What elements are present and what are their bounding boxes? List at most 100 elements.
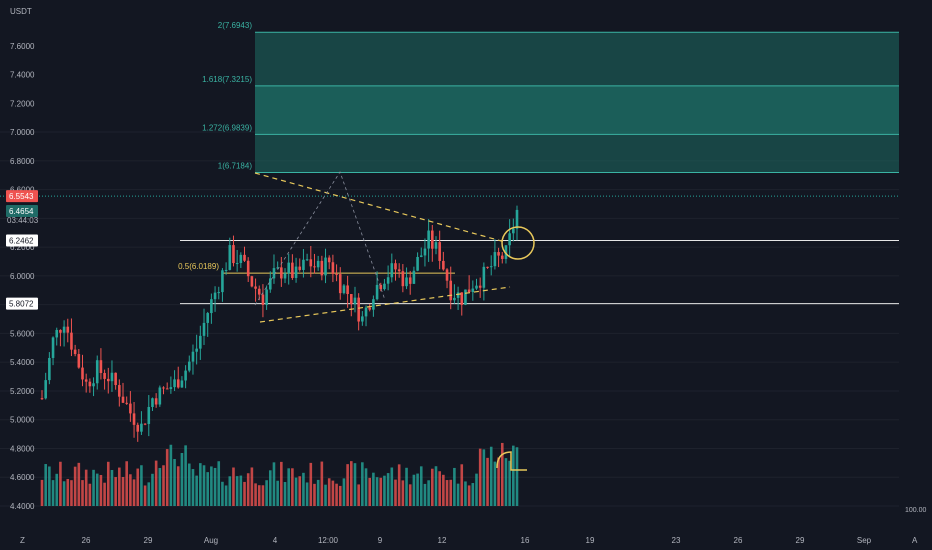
volume-bar <box>143 485 147 506</box>
candle-body <box>114 372 117 386</box>
volume-bar <box>408 484 412 506</box>
candle-body <box>445 269 449 281</box>
volume-bar <box>173 459 176 506</box>
volume-bar <box>353 463 357 506</box>
volume-bar <box>70 480 73 506</box>
volume-bar <box>350 461 353 506</box>
volume-bar <box>48 466 51 506</box>
candle-body <box>221 270 224 293</box>
candle-body <box>512 228 515 234</box>
volume-bar <box>246 473 250 506</box>
volume-bar <box>77 462 81 506</box>
volume-bar <box>294 477 298 506</box>
y-tick-label: 4.6000 <box>10 473 35 482</box>
volume-bar <box>250 467 254 506</box>
volume-bar <box>453 467 456 506</box>
y-tick-label: 6.6000 <box>10 186 35 195</box>
volume-bar <box>515 447 519 506</box>
candle-body <box>313 266 316 268</box>
volume-bar <box>268 470 272 506</box>
volume-bar <box>478 448 482 506</box>
candle-body <box>92 383 95 387</box>
candle-body <box>478 285 482 288</box>
candle-body <box>338 274 342 294</box>
candle-body <box>176 379 180 388</box>
volume-bar <box>136 468 140 506</box>
candle-body <box>427 230 430 249</box>
volume-bar <box>364 468 368 506</box>
candle-body <box>294 266 298 278</box>
candle-body <box>239 254 243 264</box>
volume-bar <box>140 465 143 506</box>
volume-bar <box>232 467 235 506</box>
candle-body <box>408 277 412 284</box>
lower-level-tag: 5.8072 <box>9 300 34 309</box>
fib-level-label: 1.618(7.3215) <box>202 75 252 84</box>
candle-body <box>268 278 272 290</box>
y-tick-label: 6.2000 <box>10 243 35 252</box>
volume-bar <box>132 479 136 506</box>
candle-body <box>180 380 184 388</box>
candle-body <box>401 271 405 287</box>
candle-body <box>390 263 394 278</box>
candle-body <box>497 252 500 256</box>
volume-bar <box>383 475 386 506</box>
candle-body <box>254 286 257 289</box>
volume-bar <box>154 460 158 506</box>
candle-body <box>206 313 209 323</box>
candle-body <box>110 372 114 382</box>
candle-body <box>235 263 239 265</box>
x-tick-label: 26 <box>82 536 91 545</box>
x-tick-label: 26 <box>734 536 743 545</box>
volume-bar <box>386 473 390 506</box>
candle-body <box>257 288 261 295</box>
candle-body <box>280 267 283 279</box>
candle-body <box>224 269 228 271</box>
current-price-tag: 6.5543 <box>9 192 34 201</box>
volume-bar <box>342 478 346 506</box>
upper-level-tag: 6.2462 <box>9 236 34 245</box>
x-tick-label: 12:00 <box>318 536 339 545</box>
candle-body <box>187 361 191 371</box>
candle-body <box>386 277 390 284</box>
candle-body <box>66 326 70 333</box>
volume-bar <box>379 477 383 506</box>
candle-body <box>51 337 55 358</box>
candle-body <box>147 406 151 424</box>
volume-bar <box>309 462 313 506</box>
candle-body <box>261 294 265 305</box>
candle-body <box>246 260 250 277</box>
volume-bar <box>40 479 44 506</box>
candle-body <box>486 266 489 268</box>
upper-level-tag-bg <box>6 234 38 247</box>
volume-bar <box>375 477 379 506</box>
volume-bar <box>338 485 342 506</box>
candle-body <box>456 292 460 298</box>
candle-body <box>158 387 162 405</box>
volume-bar <box>324 484 327 506</box>
candle-body <box>118 385 121 397</box>
candle-body <box>500 255 504 259</box>
candle-body <box>383 283 386 290</box>
volume-bar <box>504 458 508 506</box>
fib-zone <box>255 85 899 135</box>
volume-bar <box>121 477 125 506</box>
fib-zone <box>255 32 899 86</box>
candle-body <box>202 322 206 336</box>
axis-corner-label: Z <box>20 536 25 545</box>
candle-body <box>265 289 268 305</box>
candle-body <box>291 262 294 278</box>
volume-bar <box>512 445 515 506</box>
candle-body <box>103 372 106 379</box>
volume-bar <box>92 469 95 506</box>
volume-bar <box>224 485 228 506</box>
volume-bar <box>180 452 184 506</box>
candle-body <box>316 260 320 268</box>
y-tick-label: 4.8000 <box>10 444 35 453</box>
candle-body <box>191 351 195 362</box>
volume-bar <box>346 464 349 506</box>
candle-body <box>482 266 486 288</box>
candle-body <box>449 280 453 301</box>
candle-body <box>412 270 416 284</box>
candle-body <box>70 332 73 350</box>
